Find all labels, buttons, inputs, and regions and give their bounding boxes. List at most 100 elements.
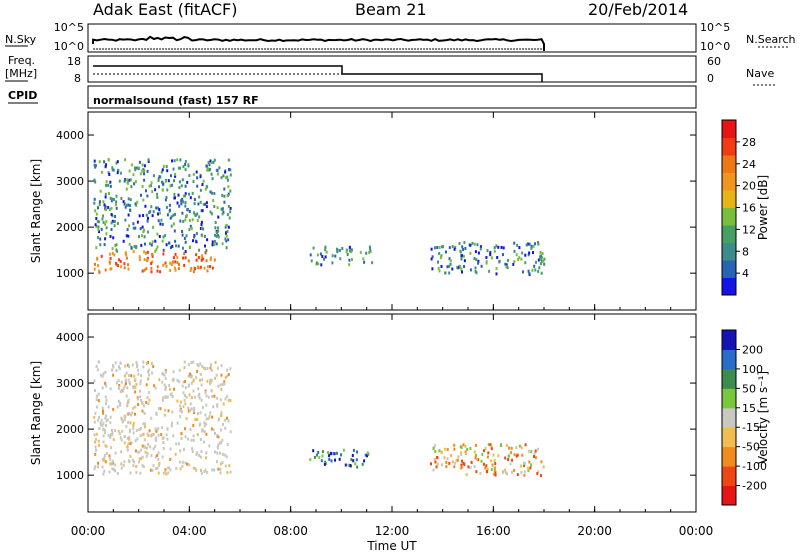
data-cell xyxy=(117,264,119,267)
data-cell xyxy=(227,398,230,402)
data-cell xyxy=(189,245,192,249)
data-cell xyxy=(187,383,190,387)
data-cell xyxy=(469,243,472,247)
data-cell xyxy=(120,438,123,442)
data-cell xyxy=(524,443,527,447)
data-cell xyxy=(464,444,467,448)
data-cell xyxy=(210,378,213,382)
data-cell xyxy=(217,229,220,233)
data-cell xyxy=(495,272,498,276)
data-cell xyxy=(150,184,152,188)
y-tick-label: 4000 xyxy=(56,129,84,142)
data-cell xyxy=(156,196,159,199)
data-cell xyxy=(130,185,133,189)
data-cell xyxy=(157,206,160,210)
data-cell xyxy=(176,399,179,403)
data-cell xyxy=(451,245,454,249)
data-cell xyxy=(462,443,465,447)
data-cell xyxy=(109,196,112,200)
data-cell xyxy=(156,454,159,457)
data-cell xyxy=(196,433,199,437)
data-cell xyxy=(313,455,316,459)
data-cell xyxy=(146,256,149,260)
data-cell xyxy=(210,363,212,367)
data-cell xyxy=(184,250,187,254)
data-cell xyxy=(187,406,190,410)
data-cell xyxy=(192,379,195,383)
data-cell xyxy=(192,211,195,215)
data-cell xyxy=(198,453,201,457)
data-cell xyxy=(217,435,220,439)
data-cell xyxy=(205,403,208,407)
data-cell xyxy=(540,257,543,261)
data-cell xyxy=(321,254,324,258)
data-cell xyxy=(203,440,206,444)
data-cell xyxy=(126,203,129,207)
data-cell xyxy=(109,462,112,466)
data-cell xyxy=(165,433,168,437)
data-cell xyxy=(152,432,155,436)
data-cell xyxy=(183,264,186,267)
data-cell xyxy=(542,465,545,469)
data-cell xyxy=(477,259,480,263)
data-cell xyxy=(172,378,175,382)
data-cell xyxy=(215,168,218,172)
data-cell xyxy=(217,467,220,471)
data-cell xyxy=(224,375,227,379)
data-cell xyxy=(211,191,213,195)
data-cell xyxy=(174,252,177,256)
data-cell xyxy=(135,382,138,386)
data-cell xyxy=(505,265,508,269)
data-cell xyxy=(227,204,230,208)
colorbar-segment xyxy=(722,120,736,138)
data-cell xyxy=(534,242,536,246)
data-cell xyxy=(93,420,96,424)
data-cell xyxy=(115,206,118,210)
data-cell xyxy=(226,416,228,420)
data-cell xyxy=(105,183,107,187)
data-cell xyxy=(155,411,158,415)
data-cell xyxy=(99,243,102,247)
data-cell xyxy=(105,384,108,388)
data-cell xyxy=(165,243,168,247)
data-cell xyxy=(523,464,526,468)
data-cell xyxy=(102,214,105,218)
data-cell xyxy=(98,269,100,273)
data-cell xyxy=(199,175,202,179)
data-cell xyxy=(187,363,190,367)
data-cell xyxy=(480,264,483,268)
data-cell xyxy=(206,471,209,474)
data-cell xyxy=(430,257,433,261)
data-cell xyxy=(132,431,135,435)
data-cell xyxy=(191,191,194,195)
data-cell xyxy=(221,212,224,216)
data-cell xyxy=(331,261,334,265)
data-cell xyxy=(176,158,179,162)
data-cell xyxy=(105,207,108,211)
data-cell xyxy=(219,471,222,475)
data-cell xyxy=(95,365,98,368)
data-cell xyxy=(126,445,129,449)
colorbar-segment xyxy=(722,485,736,506)
data-cell xyxy=(127,442,130,446)
data-cell xyxy=(139,172,142,176)
data-cell xyxy=(209,265,212,268)
data-cell xyxy=(201,183,204,186)
data-cell xyxy=(110,221,113,225)
data-cell xyxy=(205,201,208,205)
data-cell xyxy=(169,393,172,397)
data-cell xyxy=(188,174,191,177)
data-cell xyxy=(209,411,212,415)
data-cell xyxy=(158,185,160,189)
data-cell xyxy=(112,198,115,201)
data-cell xyxy=(152,210,155,214)
data-cell xyxy=(156,192,159,196)
data-cell xyxy=(115,261,118,265)
data-cell xyxy=(154,249,157,253)
data-cell xyxy=(509,451,512,455)
data-cell xyxy=(226,374,229,378)
velocity-panel-frame xyxy=(87,313,697,513)
data-cell xyxy=(328,457,331,461)
data-cell xyxy=(200,468,202,472)
data-cell xyxy=(182,391,185,395)
